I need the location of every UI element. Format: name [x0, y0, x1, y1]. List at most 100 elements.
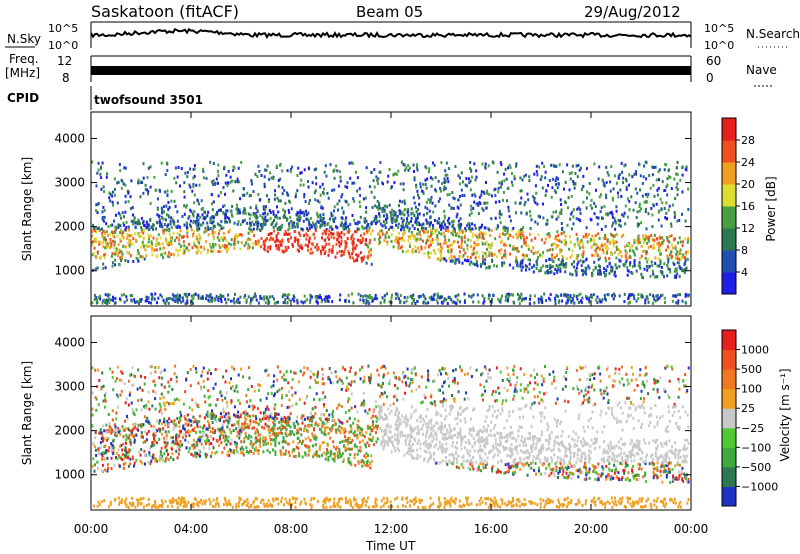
data-cell	[565, 257, 568, 260]
data-cell	[170, 226, 173, 229]
data-cell	[588, 300, 591, 304]
data-cell	[242, 209, 245, 213]
data-cell	[499, 251, 502, 255]
data-cell	[597, 258, 600, 262]
data-cell	[426, 207, 429, 211]
data-cell	[645, 200, 648, 204]
data-cell	[526, 265, 529, 269]
data-cell	[105, 449, 108, 453]
data-cell	[428, 170, 430, 174]
data-cell	[625, 185, 628, 189]
data-cell	[669, 176, 672, 179]
data-cell	[324, 232, 327, 236]
data-cell	[403, 163, 406, 167]
data-cell	[410, 211, 413, 215]
data-cell	[400, 245, 403, 249]
data-cell	[569, 235, 572, 239]
data-cell	[470, 211, 473, 215]
data-cell	[102, 185, 105, 189]
data-cell	[161, 246, 164, 250]
data-cell	[198, 227, 201, 231]
data-cell	[668, 253, 671, 257]
data-cell	[553, 272, 556, 276]
data-cell	[472, 248, 475, 252]
data-cell	[503, 243, 506, 247]
data-cell	[540, 175, 543, 179]
data-cell	[275, 431, 278, 435]
data-cell	[493, 496, 496, 500]
data-cell	[327, 233, 330, 237]
data-cell	[607, 455, 610, 459]
data-cell	[263, 185, 266, 189]
data-cell	[673, 263, 676, 266]
data-cell	[453, 227, 456, 231]
data-cell	[436, 292, 439, 296]
data-cell	[247, 295, 250, 299]
data-cell	[403, 230, 406, 234]
data-cell	[197, 223, 200, 227]
data-cell	[373, 237, 376, 241]
data-cell	[488, 266, 491, 270]
data-cell	[309, 293, 312, 297]
data-cell	[644, 160, 647, 164]
data-cell	[202, 216, 205, 220]
data-cell	[379, 206, 382, 210]
data-cell	[656, 188, 659, 192]
data-cell	[287, 239, 290, 243]
data-cell	[154, 433, 157, 437]
data-cell	[663, 207, 666, 210]
data-cell	[650, 244, 653, 248]
data-cell	[113, 219, 116, 223]
data-cell	[440, 161, 443, 165]
data-cell	[547, 269, 549, 273]
data-cell	[160, 222, 163, 226]
data-cell	[646, 268, 649, 272]
data-cell	[550, 460, 553, 464]
data-cell	[283, 503, 285, 507]
data-cell	[326, 191, 329, 195]
data-cell	[479, 202, 482, 206]
data-cell	[606, 293, 609, 296]
data-cell	[646, 241, 649, 245]
data-cell	[98, 240, 101, 244]
data-cell	[136, 252, 139, 256]
data-cell	[683, 262, 686, 266]
data-cell	[96, 203, 99, 207]
data-cell	[230, 209, 233, 213]
data-cell	[353, 199, 356, 203]
data-cell	[188, 242, 191, 246]
data-cell	[164, 302, 167, 305]
data-cell	[512, 247, 515, 251]
data-cell	[599, 268, 601, 272]
data-cell	[94, 267, 97, 271]
data-cell	[335, 225, 337, 229]
data-cell	[523, 175, 525, 178]
data-cell	[288, 298, 291, 302]
data-cell	[678, 261, 681, 265]
data-cell	[584, 386, 587, 390]
data-cell	[578, 168, 581, 172]
data-cell	[301, 246, 304, 250]
data-cell	[95, 203, 98, 207]
data-cell	[545, 222, 548, 226]
data-cell	[95, 408, 98, 412]
data-cell	[499, 370, 502, 374]
data-cell	[479, 462, 482, 466]
data-cell	[528, 179, 531, 183]
data-cell	[308, 198, 311, 202]
data-cell	[212, 179, 215, 183]
data-cell	[561, 464, 564, 468]
data-cell	[630, 195, 633, 199]
data-cell	[467, 238, 470, 242]
data-cell	[93, 229, 96, 233]
data-cell	[604, 450, 607, 454]
data-cell	[673, 237, 676, 241]
data-cell	[593, 242, 596, 246]
data-cell	[134, 226, 137, 230]
data-cell	[399, 294, 402, 297]
data-cell	[142, 176, 145, 180]
data-cell	[367, 376, 370, 380]
data-cell	[290, 236, 292, 240]
data-cell	[215, 419, 218, 423]
data-cell	[392, 245, 395, 249]
